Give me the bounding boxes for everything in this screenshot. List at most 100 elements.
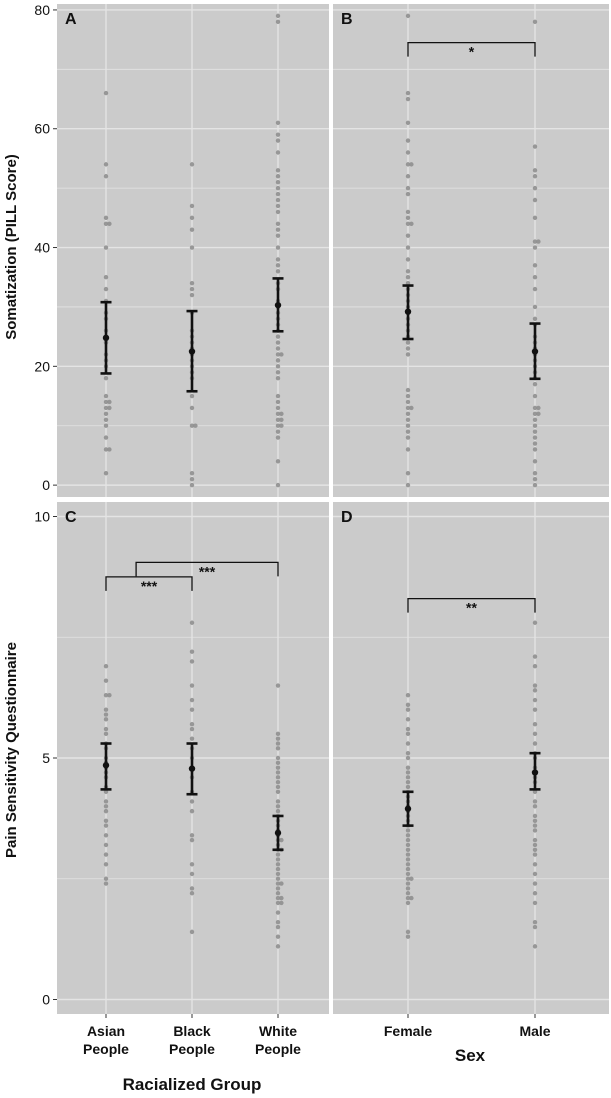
data-point [103, 411, 109, 417]
data-point [405, 471, 411, 476]
mean-point [102, 334, 110, 342]
data-point [532, 847, 538, 852]
data-point [103, 399, 109, 405]
data-point [103, 286, 109, 292]
data-point [405, 707, 411, 712]
category-label: Black [173, 1023, 211, 1039]
data-point [532, 286, 538, 292]
data-point [275, 934, 281, 939]
significance-label: * [469, 44, 475, 60]
data-point [405, 435, 411, 440]
data-point [532, 447, 538, 452]
data-point [275, 910, 281, 915]
data-point [532, 664, 538, 669]
data-point [189, 697, 195, 703]
data-point [189, 162, 195, 167]
data-point [405, 842, 411, 848]
data-point [405, 750, 411, 756]
data-point [405, 257, 411, 262]
mean-point [274, 301, 282, 309]
data-point [532, 19, 538, 25]
data-point [532, 411, 538, 417]
data-point [536, 405, 541, 411]
data-point [405, 833, 411, 838]
data-point [532, 871, 538, 877]
data-point [405, 847, 411, 852]
data-point [275, 920, 281, 925]
data-point [405, 871, 411, 877]
data-point [532, 245, 538, 250]
data-point [275, 174, 281, 179]
data-point [409, 405, 414, 411]
data-point [189, 215, 195, 221]
data-point [103, 162, 109, 167]
data-point [189, 393, 195, 399]
significance-label: *** [199, 563, 216, 579]
data-point [532, 429, 538, 434]
mean-point [188, 765, 196, 772]
data-point [275, 760, 281, 766]
data-point [405, 352, 411, 357]
data-point [103, 808, 109, 814]
data-point [189, 292, 195, 298]
data-point [532, 862, 538, 867]
data-point [405, 233, 411, 238]
x-axis-label-racialized-group: Racialized Group [123, 1075, 262, 1094]
data-point [405, 447, 411, 452]
data-point [532, 215, 538, 221]
data-point [405, 881, 411, 886]
data-point [532, 435, 538, 440]
data-point [275, 924, 281, 930]
mean-point [102, 762, 110, 769]
data-point [405, 852, 411, 857]
data-point [275, 852, 281, 857]
data-point [275, 399, 281, 405]
data-point [189, 929, 195, 935]
y-tick-label: 10 [34, 508, 50, 524]
significance-bracket [407, 41, 536, 57]
data-point [532, 852, 538, 857]
panel-letter-d: D [341, 509, 353, 526]
data-point [532, 417, 538, 422]
data-point [275, 799, 281, 804]
data-point [279, 423, 284, 428]
data-point [275, 405, 281, 411]
data-point [405, 96, 411, 102]
data-point [532, 881, 538, 886]
data-point [532, 168, 538, 173]
data-point [405, 775, 411, 780]
panel-c: 0 5 10 C Asian People Black People White People **… [34, 502, 329, 1057]
data-point [275, 429, 281, 434]
data-point [275, 944, 281, 949]
x-axis-label-sex: Sex [455, 1046, 486, 1065]
data-point [103, 215, 109, 221]
data-point [189, 227, 195, 232]
data-point [275, 334, 281, 339]
significance-bracket [407, 597, 536, 613]
data-point [103, 862, 109, 867]
data-point [279, 900, 284, 906]
data-point [107, 405, 112, 411]
data-point [189, 891, 195, 896]
panel-letter-b: B [341, 11, 353, 28]
data-point [275, 120, 281, 125]
data-point [532, 174, 538, 179]
y-tick-label: 60 [34, 121, 50, 137]
data-point [532, 813, 538, 819]
category-label: White [259, 1023, 297, 1039]
data-point [189, 707, 195, 712]
data-point [103, 707, 109, 712]
data-point [103, 823, 109, 828]
data-point [275, 789, 281, 795]
data-point [532, 620, 538, 625]
data-point [409, 221, 414, 226]
data-point [405, 185, 411, 191]
mean-point [188, 348, 196, 355]
data-point [405, 90, 411, 96]
data-point [409, 895, 414, 901]
data-point [275, 245, 281, 250]
data-point [275, 269, 281, 274]
data-point [532, 381, 538, 387]
data-point [405, 862, 411, 867]
